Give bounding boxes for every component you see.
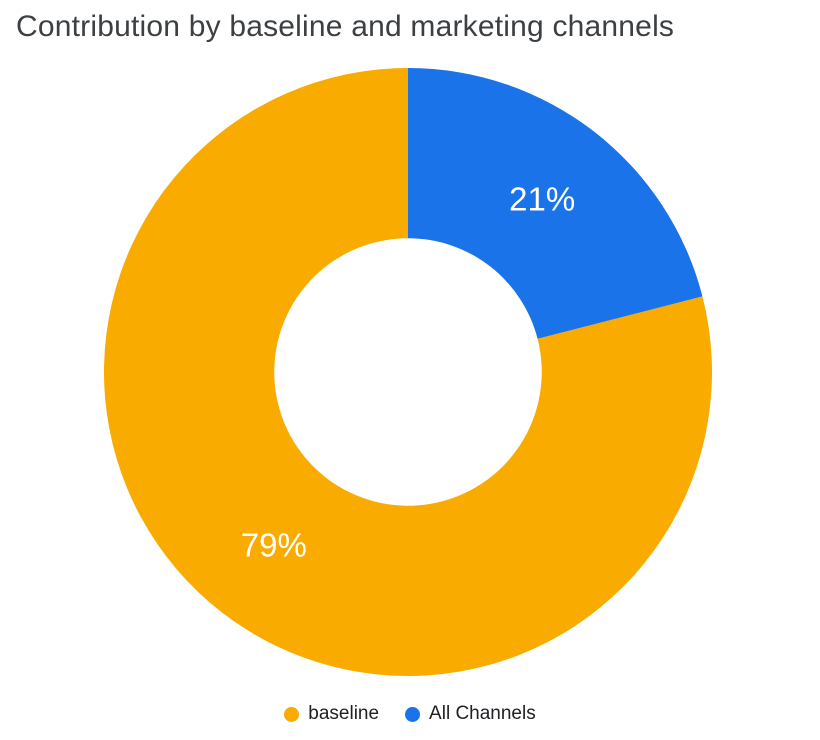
legend-label-all-channels: All Channels bbox=[429, 703, 536, 724]
pie-slice-all-channels[interactable] bbox=[408, 68, 703, 339]
legend-swatch-baseline bbox=[284, 706, 300, 722]
chart-legend: baseline All Channels bbox=[0, 703, 820, 725]
slice-label-all-channels: 21% bbox=[509, 181, 575, 218]
slice-label-baseline: 79% bbox=[241, 526, 307, 563]
donut-chart: 79% 21% bbox=[104, 68, 713, 677]
legend-item-baseline: baseline bbox=[284, 703, 379, 725]
chart-title: Contribution by baseline and marketing c… bbox=[16, 10, 675, 43]
legend-swatch-all-channels bbox=[405, 706, 421, 722]
legend-item-all-channels: All Channels bbox=[405, 703, 536, 725]
legend-label-baseline: baseline bbox=[308, 703, 380, 724]
pie-slice-baseline[interactable] bbox=[104, 68, 713, 677]
